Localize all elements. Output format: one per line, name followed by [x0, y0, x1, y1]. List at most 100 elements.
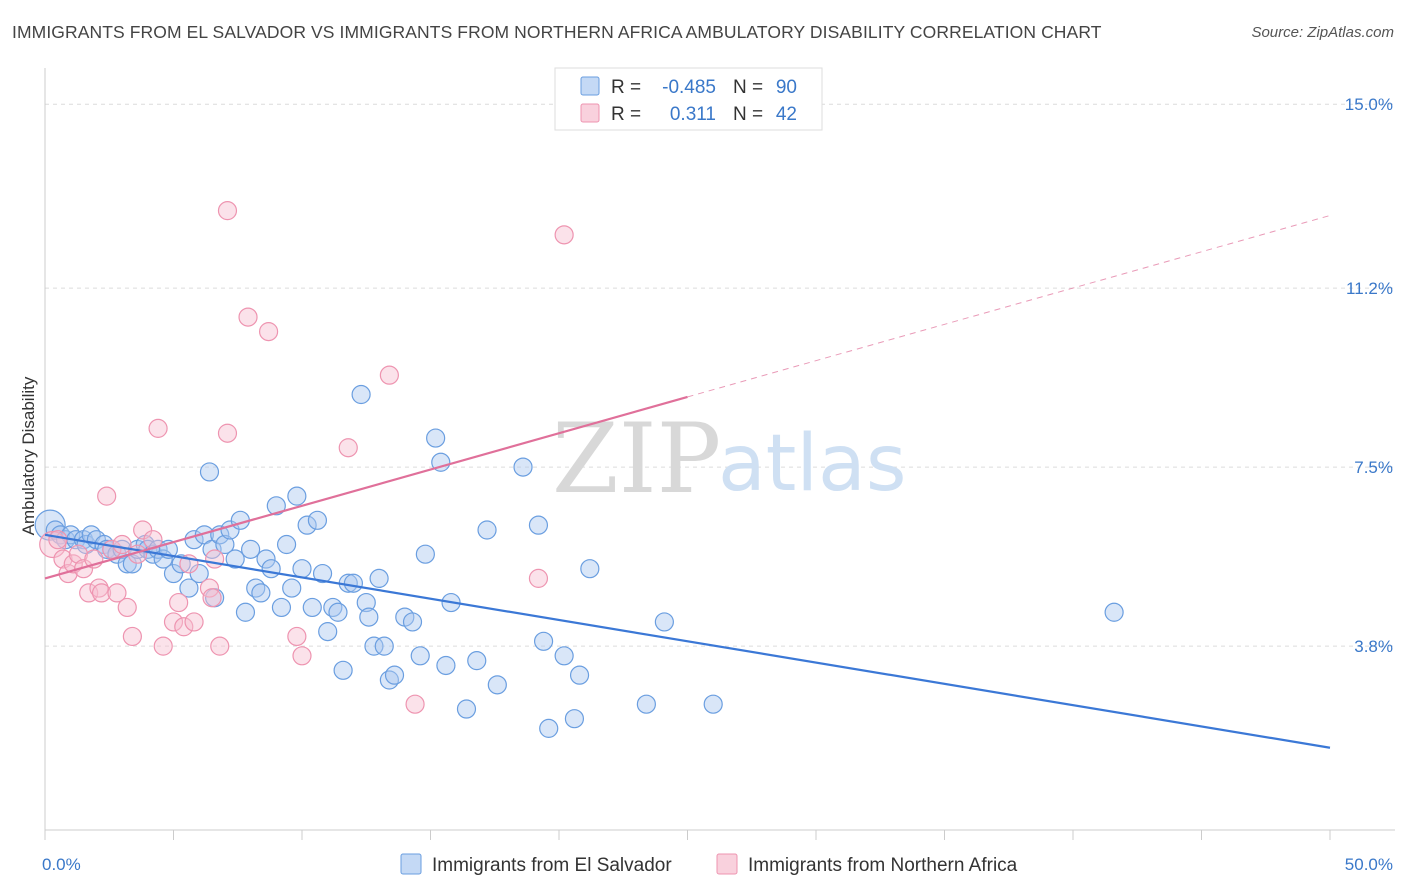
y-axis-label: Ambulatory Disability: [19, 376, 38, 535]
bottom-legend-swatch-blue: [400, 853, 422, 875]
point-el-salvador-78: [477, 520, 497, 540]
point-el-salvador-87: [580, 559, 600, 579]
x-tick-label-0: 0.0%: [42, 855, 81, 874]
point-northern-africa-2: [53, 549, 73, 569]
point-northern-africa-10: [91, 583, 112, 603]
watermark: ZIP atlas: [552, 403, 907, 515]
point-el-salvador-49: [292, 559, 312, 579]
bottom-legend-label-pink: Immigrants from Northern Africa: [748, 855, 1018, 876]
point-northern-africa-5: [68, 544, 89, 564]
legend: R = -0.485 N = 90 R = 0.311 N = 42: [554, 67, 823, 131]
source-label: Source: ZipAtlas.com: [1251, 24, 1394, 41]
point-el-salvador-50: [297, 515, 317, 535]
point-northern-africa-31: [217, 423, 238, 443]
chart-title: IMMIGRANTS FROM EL SALVADOR VS IMMIGRANT…: [12, 22, 1102, 42]
point-el-salvador-69: [402, 612, 423, 632]
point-el-salvador-79: [487, 675, 507, 695]
point-northern-africa-38: [379, 365, 399, 385]
point-northern-africa-35: [287, 626, 307, 647]
point-el-salvador-60: [351, 384, 371, 405]
point-northern-africa-24: [174, 617, 194, 637]
point-el-salvador-86: [569, 665, 590, 685]
point-el-salvador-51: [302, 597, 322, 618]
x-tick-labels: 0.0% 50.0%: [42, 855, 1393, 874]
point-el-salvador-80: [513, 457, 533, 477]
point-el-salvador-24: [163, 563, 184, 584]
point-el-salvador-57: [333, 660, 353, 680]
point-el-salvador-25: [171, 554, 191, 574]
legend-r-value-pink: 0.311: [670, 104, 716, 125]
point-northern-africa-20: [148, 418, 168, 438]
point-el-salvador-36: [225, 549, 245, 569]
point-el-salvador-47: [282, 578, 302, 598]
point-el-salvador-34: [215, 534, 235, 555]
point-el-salvador-48: [287, 486, 307, 506]
point-el-salvador-65: [374, 636, 394, 656]
legend-n-label-pink: N =: [733, 104, 763, 125]
point-el-salvador-88: [636, 694, 656, 714]
y-tick-label-2: 11.2%: [1346, 279, 1393, 298]
point-northern-africa-16: [122, 626, 142, 647]
point-northern-africa-1: [48, 530, 68, 550]
point-el-salvador-82: [533, 631, 554, 651]
legend-r-label-pink: R =: [611, 104, 641, 125]
point-el-salvador-53: [312, 563, 333, 584]
point-el-salvador-85: [564, 709, 585, 729]
point-northern-africa-23: [169, 592, 189, 613]
y-tick-label-1: 7.5%: [1354, 458, 1393, 477]
point-northern-africa-6: [73, 559, 94, 579]
point-el-salvador-43: [261, 559, 281, 579]
point-el-salvador-83: [539, 718, 559, 738]
point-el-salvador-81: [528, 515, 549, 535]
point-el-salvador-39: [241, 539, 261, 559]
point-el-salvador-67: [384, 665, 405, 685]
point-northern-africa-22: [163, 612, 184, 632]
point-el-salvador-59: [343, 573, 363, 593]
y-tick-label-3: 15.0%: [1345, 95, 1393, 114]
legend-swatch-pink: [580, 103, 600, 123]
point-el-salvador-38: [235, 602, 256, 622]
point-el-salvador-71: [415, 544, 435, 564]
axes: [44, 68, 1395, 840]
point-el-salvador-26: [179, 578, 199, 598]
point-el-salvador-52: [307, 510, 328, 530]
point-northern-africa-29: [205, 549, 225, 569]
point-northern-africa-36: [292, 646, 312, 666]
point-northern-africa-21: [153, 636, 173, 656]
point-el-salvador-64: [369, 568, 389, 588]
point-el-salvador-41: [251, 583, 271, 603]
point-northern-africa-30: [210, 636, 230, 656]
trend-line-northern-africa: [44, 395, 688, 580]
point-northern-africa-11: [97, 486, 117, 506]
point-el-salvador-42: [256, 549, 276, 569]
point-northern-africa-39: [405, 694, 425, 714]
bottom-legend-swatch-pink: [716, 853, 738, 875]
legend-r-label-blue: R =: [611, 77, 641, 98]
point-el-salvador-63: [364, 636, 384, 656]
point-el-salvador-44: [266, 496, 286, 516]
point-northern-africa-40: [528, 568, 549, 588]
point-el-salvador-70: [410, 646, 430, 666]
point-el-salvador-72: [426, 428, 446, 448]
point-el-salvador-56: [328, 602, 348, 622]
legend-r-value-blue: -0.485: [662, 77, 716, 98]
legend-n-value-pink: 42: [776, 104, 797, 125]
legend-n-value-blue: 90: [776, 77, 797, 98]
point-el-salvador-30: [199, 462, 220, 482]
point-el-salvador-77: [467, 651, 487, 671]
point-el-salvador-74: [436, 655, 456, 676]
point-northern-africa-14: [112, 534, 132, 555]
point-northern-africa-34: [258, 322, 279, 342]
legend-n-label-blue: N =: [733, 77, 763, 98]
watermark-zip: ZIP: [552, 403, 721, 515]
point-northern-africa-33: [238, 307, 258, 327]
point-northern-africa-18: [133, 520, 153, 540]
point-el-salvador-62: [359, 607, 379, 627]
bottom-legend-label-blue: Immigrants from El Salvador: [432, 855, 672, 876]
y-tick-label-0: 3.8%: [1354, 637, 1393, 656]
grid-lines: [45, 103, 1395, 647]
point-el-salvador-90: [703, 694, 723, 714]
point-el-salvador-89: [654, 612, 674, 632]
point-el-salvador-91: [1104, 602, 1124, 622]
